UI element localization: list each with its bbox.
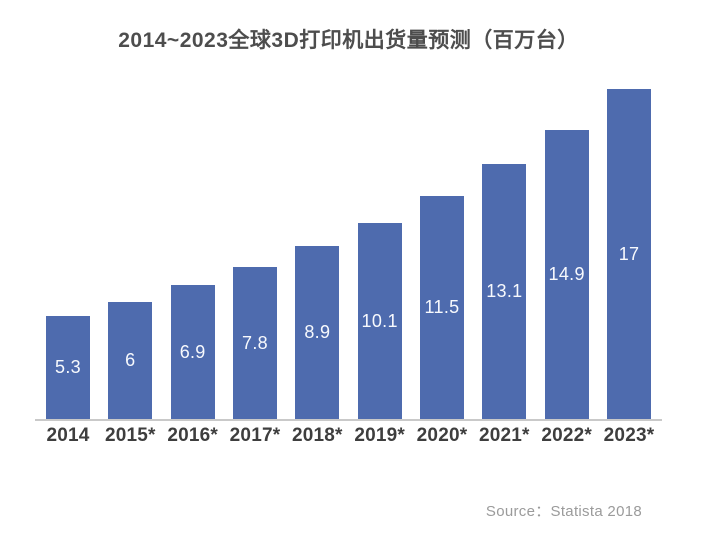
x-axis-label-2015*: 2015*	[104, 425, 156, 446]
plot-area: 5.3 6 6.9 7.8 8.9 10.1 11.5 13.1 14.9 17	[35, 80, 662, 421]
bar-2014: 5.3	[46, 316, 90, 419]
bar-2018*: 8.9	[295, 246, 340, 419]
x-axis-label-2016*: 2016*	[167, 425, 218, 446]
x-axis-label-2020*: 2020*	[416, 425, 468, 446]
x-axis-label-2021*: 2021*	[478, 425, 530, 446]
bar-2019*: 10.1	[357, 223, 402, 419]
x-axis-line	[35, 419, 662, 421]
bar-2015*: 6	[108, 302, 153, 419]
x-axis-label-2022*: 2022*	[541, 425, 592, 446]
bar-value-label: 7.8	[242, 332, 268, 353]
bar-2023*: 17	[607, 89, 651, 419]
bar-2021*: 13.1	[482, 164, 527, 419]
bar-value-label: 17	[618, 243, 640, 264]
source-label: Source：Statista 2018	[485, 503, 642, 520]
bar-2017*: 7.8	[233, 267, 277, 419]
x-axis-label-2019*: 2019*	[354, 425, 405, 446]
bar-value-label: 14.9	[548, 264, 585, 284]
x-axis-labels: 2014 2015* 2016* 2017* 2018* 2019* 2020* 2021* 2…	[35, 425, 662, 449]
bar-2016*: 6.9	[170, 285, 215, 419]
bar-2022*: 14.9	[544, 130, 589, 419]
bar-value-label: 6	[125, 350, 136, 370]
bar-value-label: 10.1	[361, 310, 398, 331]
bar-value-label: 11.5	[424, 297, 460, 317]
bar-value-label: 8.9	[304, 322, 331, 342]
bar-value-label: 13.1	[486, 281, 523, 301]
x-axis-label-2023*: 2023*	[603, 425, 655, 446]
bar-value-label: 6.9	[179, 341, 206, 362]
x-axis-label-2017*: 2017*	[229, 425, 281, 446]
x-axis-label-2018*: 2018*	[291, 425, 343, 446]
chart-title: 2014~2023全球3D打印机出货量预测（百万台）	[118, 29, 579, 52]
bar-value-label: 5.3	[55, 357, 81, 377]
x-axis-label-2014: 2014	[46, 425, 90, 446]
bar-2020*: 11.5	[420, 196, 464, 419]
